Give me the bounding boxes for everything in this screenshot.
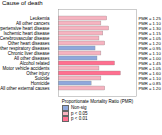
- svg-text:All other external causes: All other external causes: [0, 86, 50, 91]
- html-text:Cause of death: Cause of death: [2, 0, 43, 6]
- svg-text:PMR = 1.00: PMR = 1.00: [138, 55, 161, 61]
- svg-text:PMR = 1.10: PMR = 1.10: [139, 76, 162, 81]
- svg-text:Leukemia: Leukemia: [30, 15, 50, 21]
- svg-text:PMR = 1.20: PMR = 1.20: [139, 41, 162, 46]
- svg-text:PMR = 1.05: PMR = 1.05: [138, 65, 161, 71]
- html-text:p < 0.05: p < 0.05: [71, 110, 88, 116]
- html-text:p < 0.01: p < 0.01: [71, 116, 88, 122]
- svg-text:PMR = 1.05: PMR = 1.05: [138, 35, 161, 41]
- html-text:Non-sig: Non-sig: [71, 105, 87, 110]
- svg-text:PMR = 1.20: PMR = 1.20: [139, 86, 162, 91]
- svg-text:PMR = 1.25: PMR = 1.25: [138, 15, 161, 21]
- svg-text:Chronic liver disease: Chronic liver disease: [7, 50, 50, 56]
- svg-text:All other diseases: All other diseases: [14, 55, 50, 61]
- svg-text:Ischemic heart disease: Ischemic heart disease: [3, 30, 50, 36]
- svg-text:Motor vehicle accidents: Motor vehicle accidents: [2, 65, 50, 71]
- svg-text:PMR = 1.45: PMR = 1.45: [139, 61, 162, 66]
- svg-text:Other heart diseases: Other heart diseases: [7, 40, 50, 46]
- svg-text:Homicide: Homicide: [30, 80, 50, 86]
- svg-text:Alcohol related: Alcohol related: [19, 60, 50, 66]
- svg-text:Proportionate Mortality Ratio: Proportionate Mortality Ratio (PMR): [62, 99, 134, 104]
- svg-text:PMR = 1.30: PMR = 1.30: [138, 25, 161, 31]
- svg-text:All other cancers: All other cancers: [16, 20, 50, 26]
- svg-text:PMR = 1.60: PMR = 1.60: [139, 71, 162, 76]
- svg-text:Suicide: Suicide: [34, 75, 50, 81]
- svg-text:PMR = 1.15: PMR = 1.15: [138, 30, 161, 36]
- svg-text:Other injury: Other injury: [26, 70, 50, 76]
- svg-text:PMR = 1.10: PMR = 1.10: [139, 51, 162, 56]
- svg-text:PMR = 0.95: PMR = 0.95: [138, 45, 161, 51]
- svg-text:PMR = 1.10: PMR = 1.10: [138, 20, 161, 26]
- svg-text:PMR = 0.85: PMR = 0.85: [138, 80, 161, 86]
